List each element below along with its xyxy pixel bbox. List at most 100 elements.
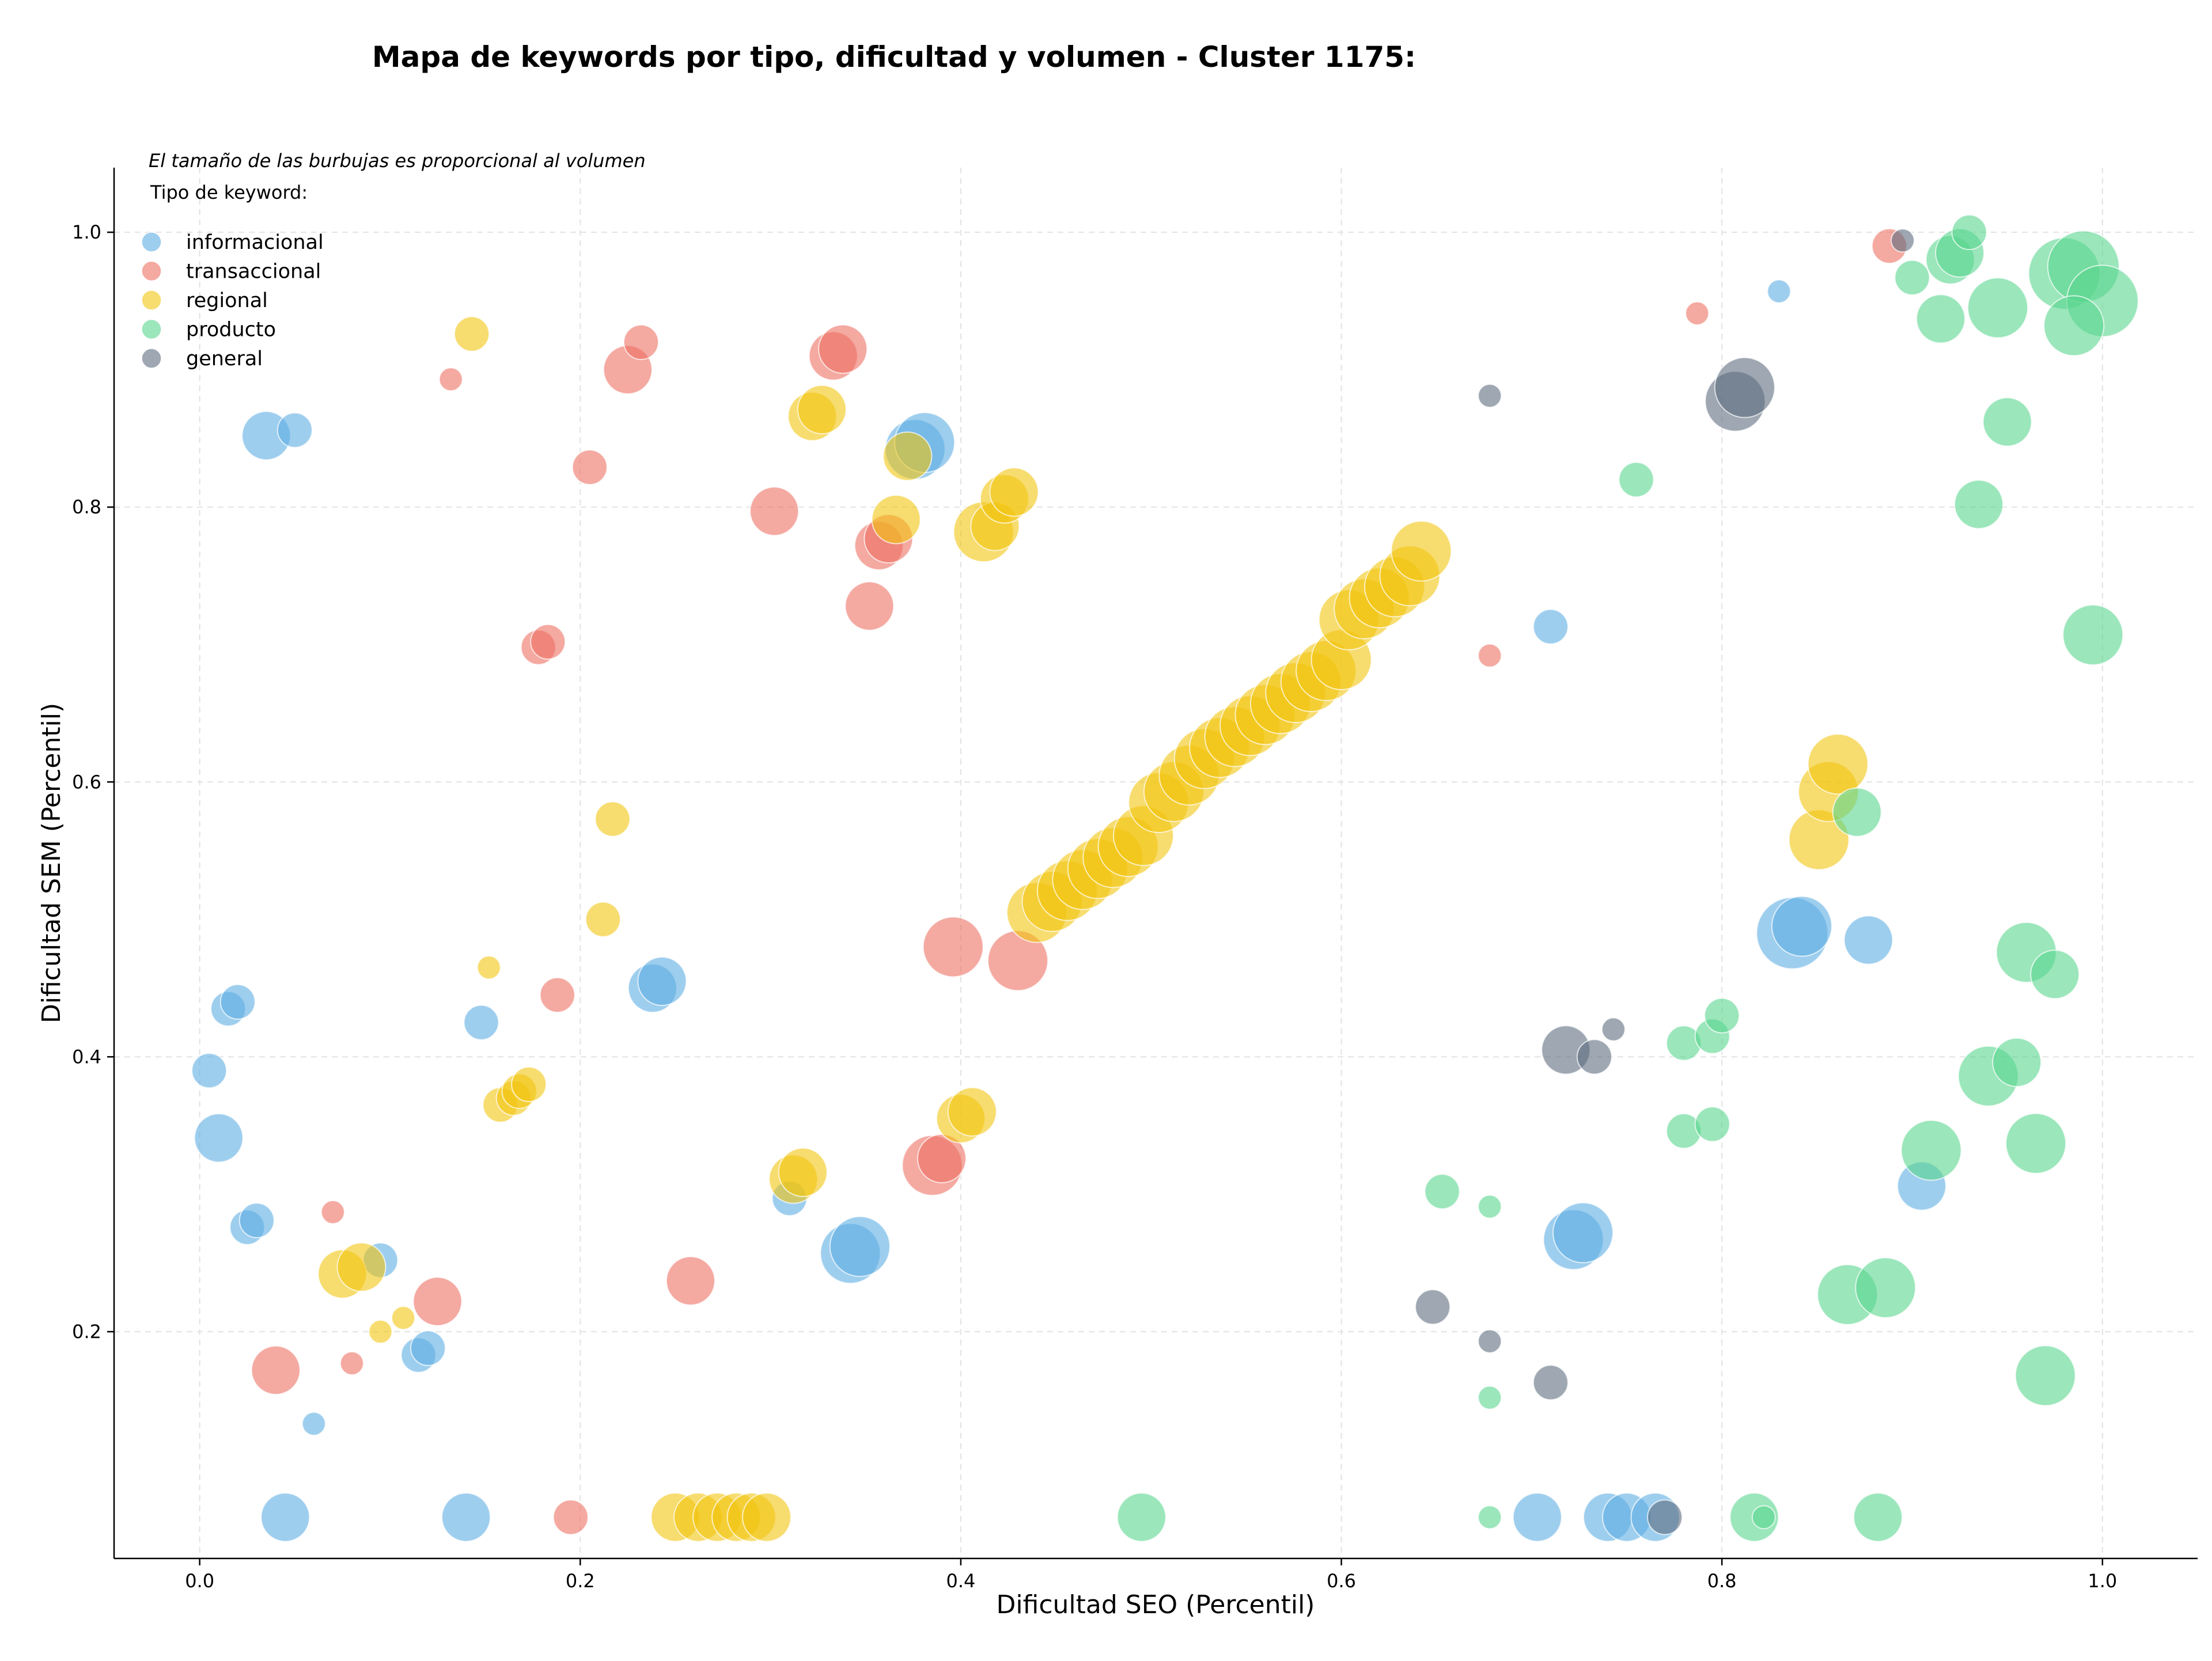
bubble-informacional <box>410 1330 446 1367</box>
bubble-regional <box>1391 520 1452 582</box>
bubble-regional <box>594 801 631 837</box>
legend-marker-informacional <box>141 232 162 252</box>
bubble-informacional <box>1771 895 1832 957</box>
bubble-informacional <box>301 1412 326 1436</box>
bubble-producto <box>2062 604 2124 666</box>
bubble-producto <box>1424 1174 1460 1210</box>
bubble-producto <box>1853 1492 1903 1542</box>
bubble-transaccional <box>251 1345 301 1395</box>
bubble-producto <box>1894 259 1930 296</box>
bubble-informacional <box>276 412 313 448</box>
bubble-informacional <box>1532 608 1569 645</box>
x-tick-label: 0.4 <box>946 1570 975 1592</box>
bubble-producto <box>1478 1385 1502 1410</box>
bubble-producto <box>1982 397 2032 447</box>
bubble-regional <box>947 1087 997 1137</box>
bubble-producto <box>1832 787 1882 837</box>
bubble-informacional <box>441 1492 491 1542</box>
legend-marker-general <box>141 348 162 369</box>
x-tick-label: 1.0 <box>2088 1570 2117 1592</box>
bubble-general <box>1714 357 1775 418</box>
bubble-regional <box>336 1242 387 1292</box>
bubble-regional <box>476 955 501 980</box>
bubble-producto <box>1967 277 2029 339</box>
legend-label-general: general <box>186 347 263 370</box>
bubble-informacional <box>191 1053 228 1089</box>
bubble-transaccional <box>1478 643 1502 668</box>
bubble-producto <box>2005 1113 2067 1174</box>
bubble-producto <box>1992 1037 2042 1087</box>
ticks: 0.0 0.2 0.4 0.6 0.8 1.0 0.2 0.4 0.6 0.8 1.0 <box>72 221 2117 1592</box>
bubble-informacional <box>1552 1202 1614 1263</box>
bubble-general <box>1647 1499 1683 1535</box>
bubble-transaccional <box>530 623 566 660</box>
axes <box>113 168 2198 1560</box>
y-tick-label: 0.4 <box>72 1046 101 1068</box>
series-general <box>1415 228 1915 1535</box>
bubble-transaccional <box>922 916 984 978</box>
legend-marker-regional <box>141 290 162 311</box>
bubble-producto <box>1694 1106 1730 1142</box>
bubble-producto <box>1478 1194 1502 1219</box>
y-tick-label: 0.2 <box>72 1321 101 1342</box>
bubble-producto <box>1704 997 1740 1034</box>
bubble-regional <box>741 1492 791 1542</box>
bubble-producto <box>1116 1492 1166 1542</box>
bubble-informacional <box>829 1216 891 1277</box>
legend: informacional transaccional regional produc… <box>141 231 324 370</box>
bubble-transaccional <box>412 1276 463 1326</box>
bubble-informacional <box>1843 915 1893 965</box>
bubble-general <box>1478 1329 1502 1354</box>
bubble-general <box>1478 383 1502 408</box>
bubble-transaccional <box>1685 301 1710 326</box>
x-tick-label: 0.6 <box>1327 1570 1356 1592</box>
y-axis-label: Dificultad SEM (Percentil) <box>37 703 66 1023</box>
bubble-informacional <box>219 983 256 1020</box>
bubble-regional <box>1807 733 1869 795</box>
bubble-transaccional <box>665 1256 715 1306</box>
bubble-transaccional <box>339 1351 364 1376</box>
bubble-regional <box>391 1306 416 1330</box>
bubble-producto <box>1751 1505 1776 1530</box>
bubble-general <box>1576 1039 1612 1075</box>
bubble-informacional <box>238 1202 275 1239</box>
legend-label-informacional: informacional <box>186 231 324 254</box>
legend-label-producto: producto <box>186 319 276 342</box>
bubble-general <box>1532 1364 1569 1401</box>
x-tick-label: 0.0 <box>185 1570 214 1592</box>
bubble-regional <box>989 467 1039 517</box>
bubble-producto <box>1618 461 1654 498</box>
legend-title: Tipo de keyword: <box>150 181 308 203</box>
bubble-size-note: El tamaño de las burbujas es proporciona… <box>149 150 646 172</box>
bubble-transaccional <box>571 449 608 486</box>
chart-title: Mapa de keywords por tipo, dificultad y … <box>372 40 1416 74</box>
bubble-general <box>1415 1289 1451 1325</box>
bubble-regional <box>511 1066 547 1103</box>
series-regional <box>317 316 1869 1542</box>
y-tick-label: 0.8 <box>72 496 101 518</box>
legend-marker-transaccional <box>141 260 162 282</box>
bubble-regional <box>454 316 490 352</box>
bubble-transaccional <box>539 977 575 1013</box>
bubble-transaccional <box>623 324 659 360</box>
bubble-regional <box>882 431 933 481</box>
legend-marker-producto <box>141 319 162 340</box>
bubble-producto <box>1855 1257 1916 1319</box>
bubble-producto <box>2043 295 2105 357</box>
bubble-regional <box>871 494 921 544</box>
bubble-producto <box>1954 479 2004 529</box>
bubble-producto <box>1478 1505 1502 1530</box>
bubble-transaccional <box>552 1499 589 1535</box>
bubble-regional <box>368 1319 393 1344</box>
series-producto <box>1116 214 2139 1542</box>
bubble-producto <box>1951 214 1987 251</box>
bubble-general <box>1601 1017 1626 1042</box>
x-tick-label: 0.8 <box>1707 1570 1737 1592</box>
bubble-producto <box>1900 1119 1962 1181</box>
bubble-producto <box>2030 949 2080 1000</box>
y-tick-label: 1.0 <box>72 221 101 243</box>
x-tick-label: 0.2 <box>566 1570 595 1592</box>
bubble-informacional <box>637 956 687 1007</box>
x-axis-label: Dificultad SEO (Percentil) <box>997 1590 1315 1620</box>
legend-label-regional: regional <box>186 289 268 312</box>
